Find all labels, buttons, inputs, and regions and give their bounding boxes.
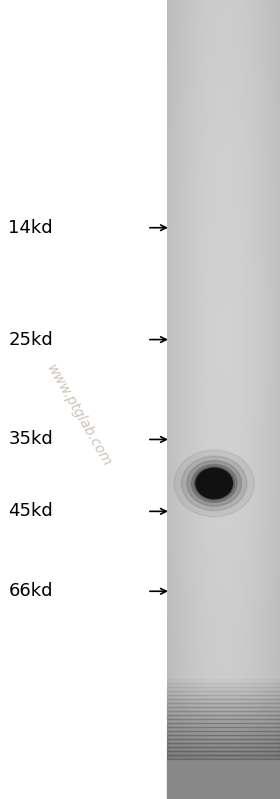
- Bar: [167, 739, 280, 743]
- Bar: [167, 711, 280, 715]
- Bar: [167, 659, 280, 663]
- Text: 25kd: 25kd: [8, 331, 53, 348]
- Bar: [167, 639, 280, 643]
- Text: 35kd: 35kd: [8, 431, 53, 448]
- Bar: [167, 715, 280, 719]
- Ellipse shape: [192, 464, 237, 503]
- Ellipse shape: [194, 467, 234, 500]
- Bar: [167, 667, 280, 671]
- Bar: [167, 671, 280, 675]
- Ellipse shape: [174, 450, 254, 517]
- Bar: [167, 675, 280, 679]
- Bar: [167, 719, 280, 723]
- Text: 66kd: 66kd: [8, 582, 53, 600]
- Ellipse shape: [187, 460, 241, 507]
- Bar: [167, 655, 280, 659]
- Ellipse shape: [196, 468, 232, 499]
- Bar: [167, 707, 280, 711]
- Bar: [167, 643, 280, 647]
- Bar: [167, 691, 280, 695]
- Bar: [167, 751, 280, 755]
- Bar: [167, 651, 280, 655]
- Bar: [167, 663, 280, 667]
- Bar: [167, 687, 280, 691]
- Bar: [167, 647, 280, 651]
- Bar: [167, 695, 280, 699]
- Bar: [167, 731, 280, 735]
- Bar: [167, 703, 280, 707]
- Ellipse shape: [181, 456, 247, 511]
- Bar: [167, 759, 280, 799]
- Text: 14kd: 14kd: [8, 219, 53, 237]
- Bar: [167, 727, 280, 731]
- Bar: [167, 723, 280, 727]
- Bar: [167, 747, 280, 751]
- Bar: [167, 679, 280, 683]
- Bar: [167, 735, 280, 739]
- Bar: [167, 743, 280, 747]
- Bar: [167, 699, 280, 703]
- Text: 45kd: 45kd: [8, 503, 53, 520]
- Text: www.ptglab.com: www.ptglab.com: [43, 362, 113, 469]
- Bar: [167, 683, 280, 687]
- Bar: [167, 755, 280, 759]
